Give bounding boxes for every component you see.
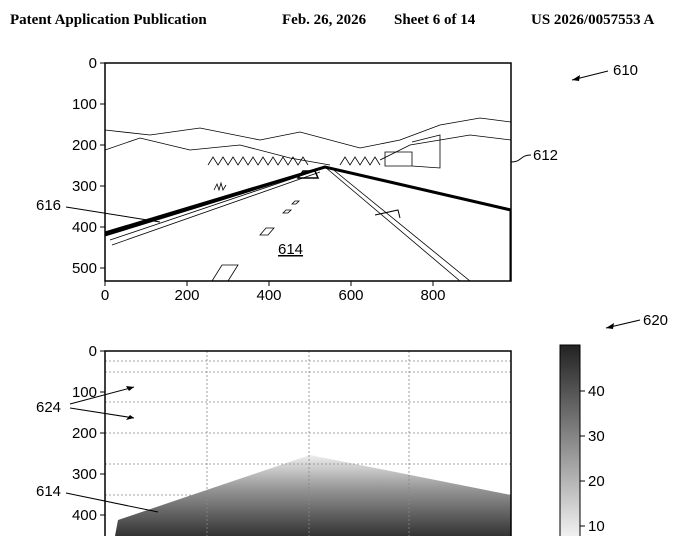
y-tick-label: 100 — [72, 384, 97, 401]
y-tick-label: 300 — [72, 178, 97, 195]
colorbar-tick-label: 30 — [588, 428, 605, 445]
publication: Patent Application Publication — [10, 12, 207, 28]
ref-614-b: 614 — [36, 483, 61, 500]
date: Feb. 26, 2026 — [282, 12, 367, 28]
y-tick-label: 400 — [72, 219, 97, 236]
leader — [65, 206, 161, 223]
colorbar-tick-label: 40 — [588, 383, 605, 400]
colorbar-tick-label: 20 — [588, 473, 605, 490]
ref-610: 610 — [613, 62, 638, 79]
x-tick-label: 600 — [338, 287, 363, 304]
colorbar-tick-label: 10 — [588, 518, 605, 535]
y-tick-label: 200 — [72, 425, 97, 442]
arrowhead — [126, 386, 134, 420]
camera-image — [105, 117, 511, 281]
y-tick-label: 500 — [72, 260, 97, 277]
x-tick-label: 200 — [174, 287, 199, 304]
leader — [510, 154, 532, 163]
patent-number: US 2026/0057553 A — [531, 12, 655, 28]
x-tick-label: 400 — [256, 287, 281, 304]
depth-map — [105, 351, 511, 536]
arrowhead — [606, 323, 614, 329]
x-tick-label: 800 — [420, 287, 445, 304]
frame-620 — [104, 350, 512, 536]
y-tick-label: 100 — [72, 96, 97, 113]
leader — [65, 492, 159, 513]
header: Patent Application Publication Feb. 26, … — [10, 12, 655, 28]
x-tick-label: 0 — [101, 287, 109, 304]
y-tick-label: 0 — [89, 343, 97, 360]
arrowhead — [572, 75, 580, 81]
y-tick-label: 300 — [72, 466, 97, 483]
y-tick-label: 200 — [72, 137, 97, 154]
leader — [69, 386, 135, 419]
y-tick-label: 400 — [72, 507, 97, 524]
colorbar — [559, 344, 581, 536]
sheet: Sheet 6 of 14 — [394, 12, 476, 28]
frame-610 — [104, 62, 512, 282]
ref-614: 614 — [278, 241, 303, 258]
ref-620: 620 — [643, 312, 668, 329]
axes-620: 0 100 200 300 400 10 20 30 40 — [72, 343, 605, 535]
ref-612: 612 — [533, 147, 558, 164]
ref-624: 624 — [36, 399, 61, 416]
y-tick-label: 0 — [89, 55, 97, 72]
ref-616: 616 — [36, 197, 61, 214]
